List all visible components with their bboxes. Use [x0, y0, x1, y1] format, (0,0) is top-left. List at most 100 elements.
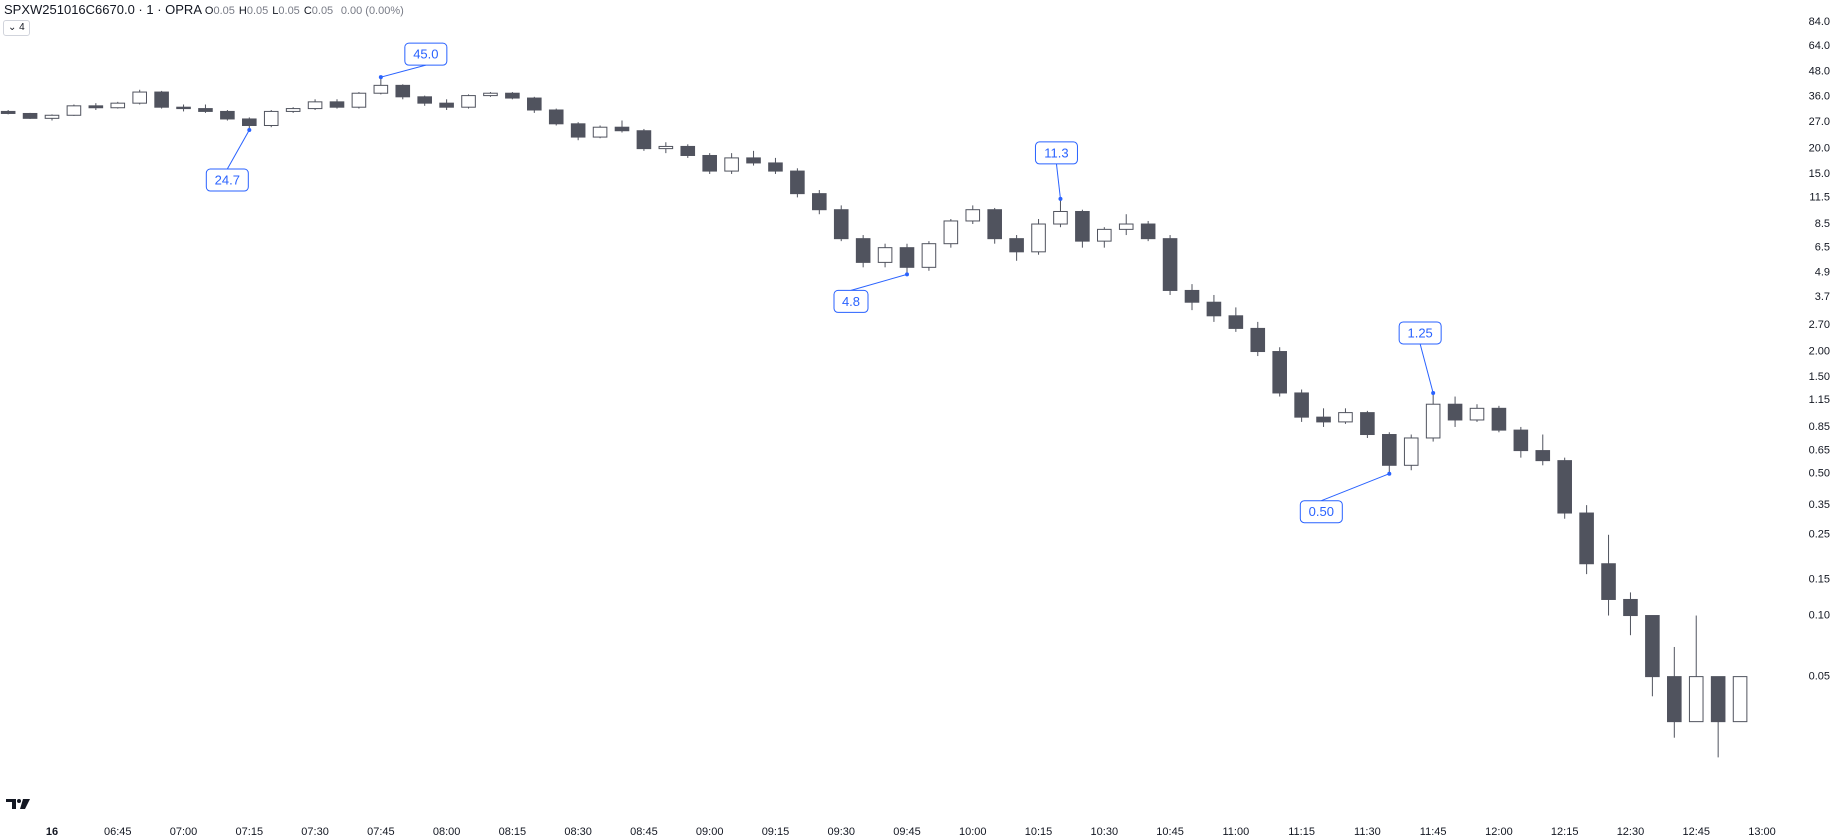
annotation-point: [247, 128, 252, 133]
candle-body: [1097, 228, 1112, 242]
y-tick-label: 27.0: [1809, 116, 1830, 128]
annotation-label: 1.25: [1407, 325, 1432, 340]
y-tick-label: 3.7: [1815, 291, 1830, 303]
candle-body: [877, 247, 893, 263]
candle-body: [373, 84, 389, 94]
candle-body: [1053, 210, 1068, 225]
candle-body: [570, 123, 586, 138]
y-tick-label: 0.65: [1809, 444, 1830, 456]
candle-body: [22, 112, 38, 119]
annotation-box: [205, 168, 249, 192]
candle-body: [395, 84, 411, 98]
annotation-point: [1058, 196, 1063, 201]
candle-body: [614, 126, 630, 132]
ohlc-key: C: [303, 5, 312, 17]
x-tick-label: 12:45: [1682, 826, 1710, 838]
indicator-toggle[interactable]: ⌄ 4: [3, 20, 30, 36]
candle-body: [1601, 563, 1616, 600]
candle-body: [88, 105, 104, 109]
y-tick-label: 84.0: [1809, 16, 1830, 28]
candle-body: [285, 108, 301, 112]
ohlc-value: 0.05: [213, 5, 235, 17]
y-tick-label: 1.15: [1809, 394, 1830, 406]
logo: [6, 799, 30, 809]
candle-body: [263, 110, 279, 126]
x-tick-label: 09:00: [696, 826, 724, 838]
y-tick-label: 0.50: [1809, 468, 1830, 480]
candle-body: [592, 126, 608, 138]
candle-body: [1272, 351, 1287, 394]
x-tick-label: 06:45: [104, 826, 132, 838]
x-tick-label: 07:30: [301, 826, 329, 838]
candle-body: [1469, 407, 1485, 421]
annotation-box: [404, 42, 448, 66]
x-tick-label: 07:00: [170, 826, 198, 838]
annotation-box: [1398, 321, 1442, 345]
candle-body: [1557, 460, 1572, 514]
annotation-label: 4.8: [842, 294, 860, 309]
candle-body: [220, 110, 235, 120]
candle-body: [1732, 676, 1748, 723]
candle-body: [1031, 223, 1046, 253]
candle-body: [527, 97, 542, 111]
x-tick-label: 10:15: [1025, 826, 1053, 838]
y-tick-label: 6.5: [1815, 242, 1830, 254]
y-tick-label: 2.70: [1809, 319, 1830, 331]
annotation-label: 11.3: [1044, 145, 1068, 160]
y-tick-label: 8.5: [1815, 218, 1830, 230]
x-tick-label: 10:00: [959, 826, 987, 838]
candle-body: [351, 92, 367, 108]
candle-body: [132, 91, 147, 104]
annotation-leader: [226, 129, 250, 170]
x-tick-label: 09:15: [762, 826, 790, 838]
candle-body: [1250, 327, 1266, 353]
candle-body: [812, 193, 827, 211]
x-tick-label: 11:30: [1354, 826, 1381, 838]
candle-body: [307, 101, 323, 110]
candle-body: [66, 105, 82, 116]
x-tick-label: 09:45: [893, 826, 921, 838]
y-tick-label: 15.0: [1809, 168, 1830, 180]
annotation-label: 24.7: [215, 172, 240, 187]
badge-count: 4: [19, 22, 25, 33]
x-tick-label: 12:00: [1485, 826, 1513, 838]
candle-body: [1294, 392, 1309, 418]
candle-body: [1623, 598, 1638, 617]
annotation-leader: [850, 273, 908, 291]
ohlc-key: O: [204, 5, 214, 17]
candle-body: [680, 145, 696, 156]
symbol: SPXW251016C6670.0 · 1 · OPRA: [4, 2, 202, 17]
ohlc-key: H: [238, 5, 247, 17]
candle-body: [855, 238, 871, 263]
candle-body: [439, 102, 454, 108]
candle-body: [242, 118, 257, 126]
symbol-header: SPXW251016C6670.0 · 1 · OPRA O0.05 H0.05 L…: [4, 2, 408, 17]
x-tick-label: 11:15: [1288, 826, 1315, 838]
x-tick-label: 10:45: [1156, 826, 1184, 838]
y-tick-label: 48.0: [1809, 65, 1830, 77]
annotation-label: 45.0: [413, 47, 438, 62]
y-tick-label: 0.85: [1809, 421, 1830, 433]
candle-body: [1513, 429, 1529, 452]
candle-body: [746, 157, 761, 164]
y-tick-label: 0.35: [1809, 499, 1830, 511]
y-tick-label: 20.0: [1809, 143, 1830, 155]
candle-body: [461, 95, 476, 108]
y-tick-label: 11.5: [1809, 191, 1830, 203]
candle-body: [899, 247, 915, 268]
ohlc-value: 0.05: [246, 5, 269, 17]
annotation-point: [1387, 471, 1392, 476]
candle-body: [1403, 437, 1419, 466]
candle-body: [44, 114, 60, 119]
x-tick-label: 07:15: [236, 826, 264, 838]
candle-body: [1645, 615, 1660, 678]
y-tick-label: 0.05: [1809, 671, 1830, 683]
candles: [0, 77, 1748, 758]
ohlc-value: 0.05: [278, 5, 300, 17]
candle-body: [154, 91, 169, 108]
x-tick-label: 12:15: [1551, 826, 1579, 838]
ohlc-value: 0.05: [311, 5, 334, 17]
x-tick-label: 11:45: [1420, 826, 1447, 838]
candle-body: [1184, 289, 1200, 303]
